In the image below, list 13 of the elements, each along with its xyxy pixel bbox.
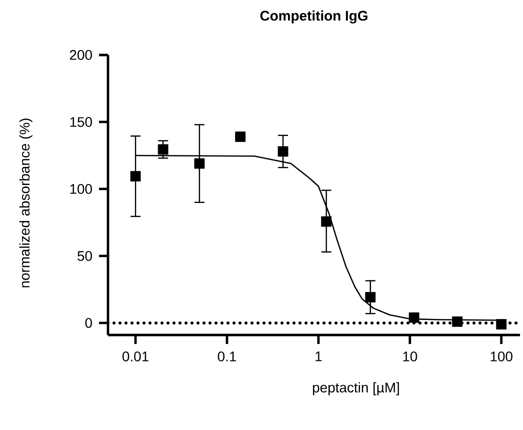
y-tick-label: 100 xyxy=(70,184,92,194)
x-axis-title: peptactin [µM] xyxy=(312,382,399,396)
x-tick-label: 0.01 xyxy=(122,352,148,362)
y-tick-label: 50 xyxy=(78,251,92,261)
y-tick-label: 0 xyxy=(85,318,92,328)
chart-title: Competition IgG xyxy=(260,10,368,24)
x-tick-label: 1 xyxy=(316,352,322,362)
x-tick-label: 10 xyxy=(403,352,418,362)
x-tick-label: 0.1 xyxy=(218,352,236,362)
y-axis-title: normalized absorbance (%) xyxy=(19,118,32,288)
y-tick-label: 200 xyxy=(70,50,92,60)
y-tick-label: 150 xyxy=(70,117,92,127)
x-tick-label: 100 xyxy=(490,352,512,362)
